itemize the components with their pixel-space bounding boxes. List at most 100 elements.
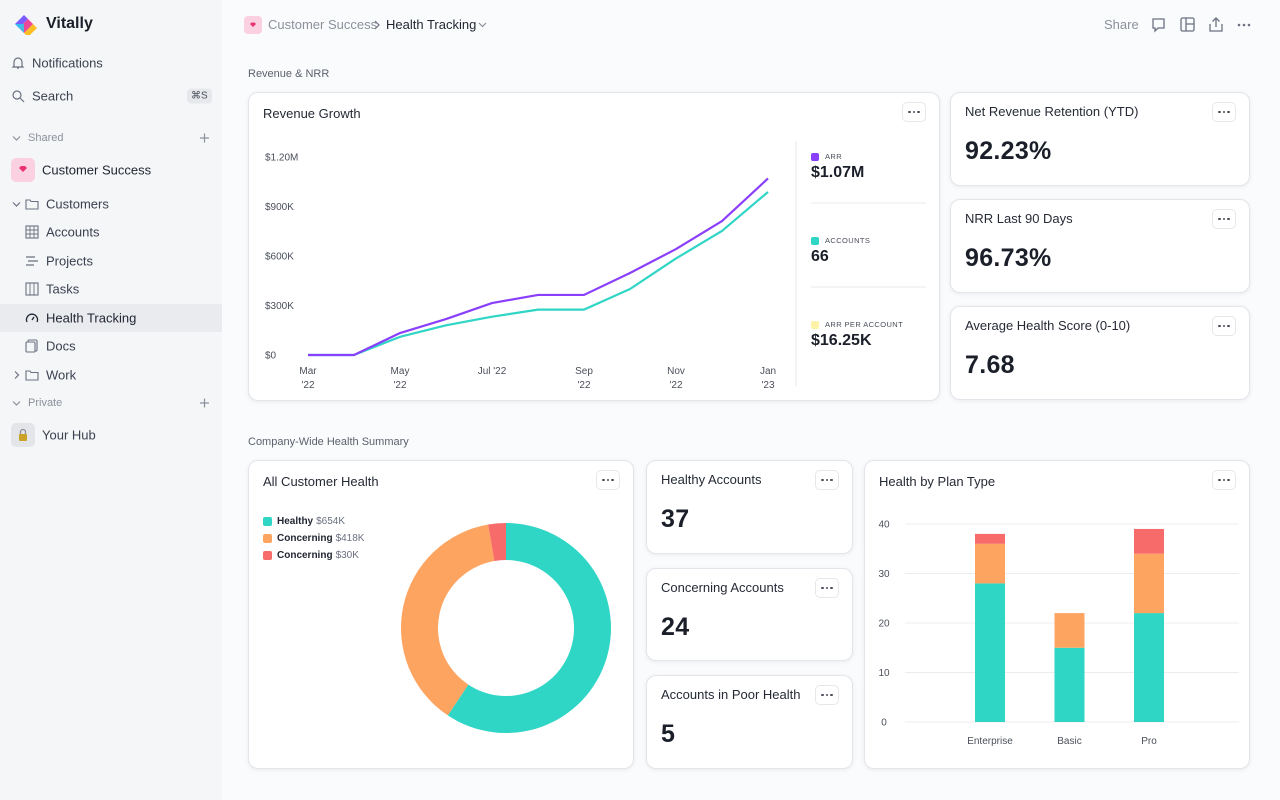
legend-label: Healthy (277, 516, 314, 527)
more-button[interactable] (815, 470, 839, 490)
breadcrumb-current[interactable]: Health Tracking (386, 17, 477, 32)
kpi-title: Healthy Accounts (661, 472, 762, 487)
nav-label: Work (46, 367, 77, 383)
nav-label: Your Hub (42, 427, 96, 443)
legend-swatch (263, 534, 272, 543)
x-tick-label: May '22 (390, 366, 410, 391)
nav-item[interactable]: Tasks (0, 275, 222, 303)
donut-segment (488, 523, 506, 561)
more-button[interactable] (815, 685, 839, 705)
breadcrumb-item[interactable]: Customer Success (268, 17, 378, 32)
icon (25, 199, 39, 210)
x-tick-label: Mar '22 (299, 366, 317, 391)
y-tick-label: $600K (265, 252, 294, 263)
legend-value: $30K (335, 550, 359, 561)
legend-label: Concerning (277, 533, 333, 544)
nav-label: Customers (46, 196, 109, 212)
kpi-value: 24 (661, 613, 690, 641)
chevron (14, 371, 20, 379)
legend-swatch (263, 517, 272, 526)
nav-label: Docs (46, 338, 76, 354)
y-tick-label: $900K (265, 202, 294, 213)
legend-label: ACCOUNTS (825, 236, 871, 245)
icon (25, 339, 38, 353)
nav-section[interactable]: Private (0, 389, 222, 417)
nav-item[interactable]: Search ⌘S (0, 82, 222, 110)
icon (12, 90, 25, 103)
chevron (12, 401, 21, 406)
nav-label: Tasks (46, 281, 80, 297)
legend-value: $418K (335, 533, 365, 544)
legend-value: 66 (811, 248, 829, 265)
section-title: Company-Wide Health Summary (248, 436, 409, 448)
nav-label: Search (32, 88, 74, 104)
share-button[interactable]: Share (1104, 17, 1139, 32)
kpi-card: Healthy Accounts 37 (646, 460, 853, 554)
bar-segment (975, 583, 1005, 722)
nav-item-active[interactable]: Health Tracking (0, 304, 222, 332)
kpi-title: Net Revenue Retention (YTD) (965, 104, 1139, 119)
nav-item[interactable]: Docs (0, 332, 222, 360)
more-button[interactable] (815, 578, 839, 598)
brand-logo (15, 15, 37, 35)
x-tick-label: Enterprise (967, 736, 1013, 747)
nav-section[interactable]: Shared (0, 124, 222, 152)
space-icon (11, 158, 35, 182)
bar-segment (1054, 647, 1085, 722)
toolbar-icons[interactable] (1151, 17, 1251, 33)
nav-item[interactable]: Customer Success (0, 156, 222, 184)
kpi-value: 37 (661, 505, 690, 533)
kpi-card: NRR Last 90 Days 96.73% (950, 199, 1250, 293)
legend-value: $654K (316, 516, 346, 527)
nav-label: Accounts (46, 224, 100, 240)
kpi-title: Concerning Accounts (661, 580, 784, 595)
legend-entry: Concerning $418K (277, 533, 364, 544)
more-button[interactable] (1212, 470, 1236, 490)
x-tick-label: Nov '22 (667, 366, 685, 391)
nav-item[interactable]: Customers (0, 190, 222, 218)
legend-entry: Healthy $654K (277, 516, 345, 527)
card-title: Revenue Growth (263, 106, 361, 121)
brand-name: Vitally (46, 15, 93, 32)
donut-segment (447, 523, 611, 733)
legend-swatch (811, 153, 819, 161)
breadcrumb-icon (244, 16, 262, 34)
y-tick-label: 30 (878, 569, 890, 580)
more-button[interactable] (902, 102, 926, 122)
nav-label: Notifications (32, 55, 103, 71)
y-tick-label: $0 (265, 351, 277, 362)
kpi-value: 7.68 (965, 351, 1015, 379)
nav-item[interactable]: Projects (0, 247, 222, 275)
kpi-value: 5 (661, 720, 676, 748)
card-title: All Customer Health (263, 474, 379, 489)
donut-segment (401, 524, 495, 716)
bar-segment (1134, 613, 1164, 722)
icon (25, 313, 39, 323)
nav-label: Customer Success (42, 162, 152, 178)
add-icon[interactable] (199, 133, 210, 144)
series-line (308, 191, 769, 357)
kpi-card: Accounts in Poor Health 5 (646, 675, 853, 769)
icon (11, 57, 25, 69)
icon (25, 225, 39, 239)
dropdown-chevron[interactable] (478, 20, 487, 29)
add-icon[interactable] (199, 398, 210, 409)
x-tick-label: Basic (1057, 736, 1081, 747)
x-tick-label: Jul '22 (477, 366, 507, 377)
sidebar: Vitally Notifications Search ⌘S Shared C… (0, 0, 222, 800)
nav-item[interactable]: Work (0, 361, 222, 389)
more-button[interactable] (1212, 209, 1236, 229)
space-icon (11, 423, 35, 447)
kpi-title: NRR Last 90 Days (965, 211, 1073, 226)
more-button[interactable] (1212, 316, 1236, 336)
nav-item[interactable]: Your Hub (0, 421, 222, 449)
nav-item[interactable]: Notifications (0, 49, 222, 77)
bar-segment (1134, 553, 1164, 614)
more-button[interactable] (1212, 102, 1236, 122)
x-tick-label: Pro (1141, 736, 1157, 747)
more-button[interactable] (596, 470, 620, 490)
section-label: Private (28, 397, 63, 409)
nav-item[interactable]: Accounts (0, 218, 222, 246)
nav-label: Health Tracking (46, 310, 137, 326)
